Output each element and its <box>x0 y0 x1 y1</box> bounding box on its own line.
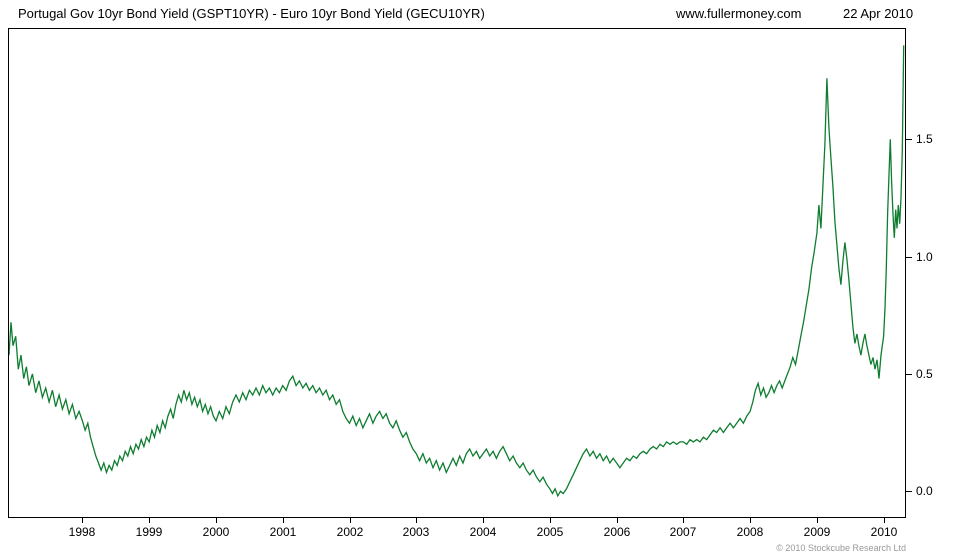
y-tick-label: 0.5 <box>916 367 933 381</box>
x-tick-label: 2008 <box>736 525 764 539</box>
y-tick-label: 1.5 <box>916 132 933 146</box>
x-tick-label: 2005 <box>536 525 564 539</box>
x-axis-tick <box>750 518 751 523</box>
plot-area <box>8 28 906 518</box>
x-tick-label: 2001 <box>269 525 297 539</box>
x-axis-tick <box>683 518 684 523</box>
x-tick-label: 2003 <box>402 525 430 539</box>
x-axis-tick <box>550 518 551 523</box>
x-axis-tick <box>283 518 284 523</box>
y-tick-label: 1.0 <box>916 250 933 264</box>
y-axis-tick <box>906 491 912 492</box>
y-axis-tick <box>906 374 912 375</box>
x-tick-label: 2002 <box>336 525 364 539</box>
y-tick-label: 0.0 <box>916 484 933 498</box>
x-tick-label: 1998 <box>68 525 96 539</box>
x-axis-tick <box>817 518 818 523</box>
y-axis-tick <box>906 257 912 258</box>
x-tick-label: 1999 <box>135 525 163 539</box>
spread-line-chart <box>9 45 905 498</box>
x-axis-tick <box>82 518 83 523</box>
x-axis-tick <box>483 518 484 523</box>
copyright-note: © 2010 Stockcube Research Ltd <box>776 543 906 553</box>
x-tick-label: 2000 <box>202 525 230 539</box>
date-label: 22 Apr 2010 <box>843 6 914 21</box>
x-tick-label: 2007 <box>669 525 697 539</box>
y-axis-tick <box>906 139 912 140</box>
x-axis-tick <box>149 518 150 523</box>
spread-line <box>9 45 905 498</box>
x-axis-tick <box>350 518 351 523</box>
x-axis-tick <box>416 518 417 523</box>
x-tick-label: 2006 <box>603 525 631 539</box>
x-tick-label: 2010 <box>870 525 898 539</box>
x-axis-tick <box>617 518 618 523</box>
chart-title: Portugal Gov 10yr Bond Yield (GSPT10YR) … <box>18 6 485 21</box>
x-tick-label: 2004 <box>469 525 497 539</box>
source-url-label: www.fullermoney.com <box>676 6 802 21</box>
x-axis-tick <box>884 518 885 523</box>
x-axis-tick <box>216 518 217 523</box>
x-tick-label: 2009 <box>803 525 831 539</box>
